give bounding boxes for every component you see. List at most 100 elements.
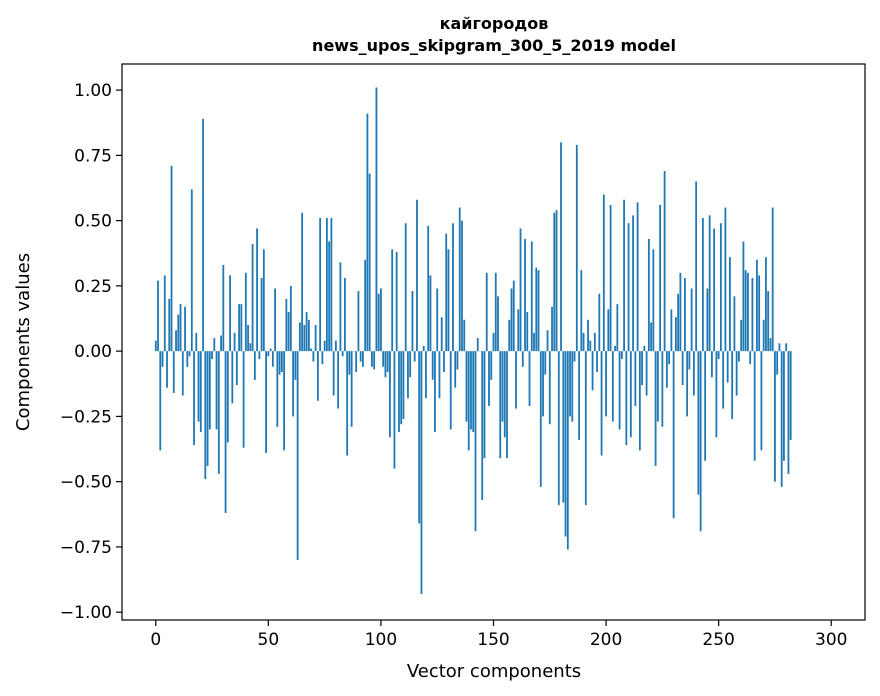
bar [551,306,553,352]
bar [609,204,612,352]
bar [512,280,515,352]
bar [445,233,448,352]
bar [652,249,655,352]
bar [553,212,556,352]
bar [380,288,382,352]
y-tick-label: −1.00 [60,603,112,623]
x-axis-ticks: 0 50 100 150 200 250 300 [150,620,847,650]
bar [765,257,767,352]
x-tick-label: 200 [590,630,622,650]
bar [438,351,441,399]
bar [188,351,191,357]
bar [629,351,632,438]
bar [229,275,231,352]
bar [557,351,560,506]
bar [199,351,202,433]
bar [233,332,236,352]
bar [762,319,765,352]
bar [530,241,533,352]
bar [571,351,574,422]
bar [402,351,405,420]
bar [170,165,173,352]
bar [783,351,785,461]
bar [747,272,749,352]
bar-series [154,87,792,594]
bar [596,351,598,373]
bar [470,351,472,430]
bar [672,351,675,519]
bar [688,351,691,370]
bar [325,218,328,352]
bar [634,351,637,406]
bar [334,340,337,352]
bar [287,311,290,352]
bar [488,351,490,406]
bar [708,215,711,352]
bar [242,351,245,448]
bar [458,207,461,352]
bar [373,351,376,370]
bar [280,351,283,373]
bar [298,322,301,352]
bar [778,343,781,352]
bar [184,306,186,352]
bar [564,351,567,537]
bar [515,351,517,409]
bar [294,351,297,380]
bar [429,275,432,352]
bar [643,345,646,352]
bar [393,351,396,469]
bar [517,309,520,352]
bar [447,249,450,352]
bar [670,309,673,352]
bar [720,223,722,352]
bar [355,351,358,373]
bar [738,351,740,362]
bar [548,351,551,425]
bar [407,351,409,399]
bar [490,351,493,380]
bar [771,207,774,352]
bar [422,345,425,352]
y-tick-label: −0.25 [60,407,112,427]
bar [348,351,351,375]
bar [704,351,707,461]
bar [767,291,770,352]
bar [283,351,286,451]
bar [431,351,434,380]
bar [776,351,779,375]
bar [681,351,684,386]
bar [364,259,367,352]
bar [416,199,418,352]
bar [461,220,463,352]
chart-title-line2: news_upos_skipgram_300_5_2019 model [312,36,676,55]
bar [177,314,180,352]
bar [663,171,666,352]
bar [240,304,243,352]
bar [231,351,234,404]
bar [575,144,578,352]
bar [452,223,454,352]
bar [726,351,729,383]
bar [395,251,398,352]
bar [472,351,475,433]
bar [247,325,249,352]
bar [722,351,725,409]
bar [589,340,592,352]
bar [166,351,168,388]
bar [638,351,641,451]
bar [760,351,763,451]
bar [253,351,256,380]
bar [677,293,680,352]
bar [544,351,547,375]
bar [562,351,565,503]
bar [618,351,621,430]
bar [206,351,209,466]
bar [578,351,580,440]
bar [319,218,322,352]
bar [181,351,184,396]
bar [503,351,506,438]
bar [711,351,713,378]
bar [215,351,218,430]
